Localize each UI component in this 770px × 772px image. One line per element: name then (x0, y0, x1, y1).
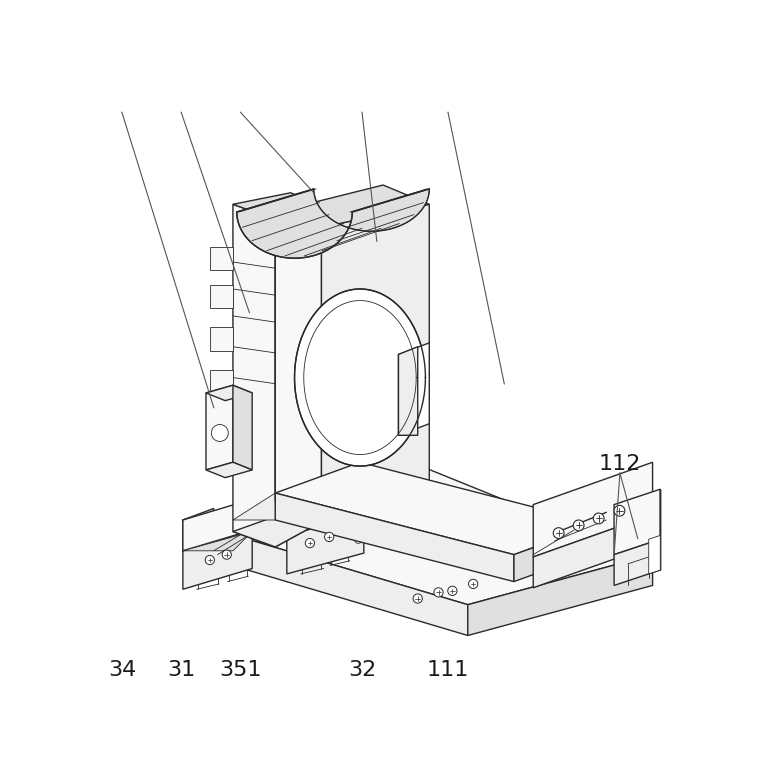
Polygon shape (209, 370, 233, 393)
Polygon shape (276, 205, 317, 547)
Polygon shape (260, 443, 507, 528)
Polygon shape (614, 489, 660, 554)
Polygon shape (183, 530, 253, 589)
Polygon shape (614, 539, 660, 585)
Text: 112: 112 (599, 454, 641, 474)
Polygon shape (209, 327, 233, 350)
Polygon shape (399, 343, 430, 435)
Polygon shape (648, 536, 660, 574)
Text: 111: 111 (427, 660, 469, 680)
Polygon shape (276, 185, 430, 228)
Polygon shape (276, 493, 514, 581)
Polygon shape (403, 501, 507, 552)
Polygon shape (468, 554, 652, 635)
Text: 31: 31 (167, 660, 196, 680)
Polygon shape (237, 189, 430, 258)
Circle shape (614, 506, 624, 516)
Circle shape (211, 425, 228, 442)
Ellipse shape (332, 508, 342, 521)
Circle shape (205, 555, 214, 564)
Polygon shape (233, 205, 276, 547)
Polygon shape (206, 385, 253, 401)
Circle shape (573, 520, 584, 531)
Ellipse shape (355, 530, 365, 543)
Polygon shape (276, 212, 322, 520)
Polygon shape (286, 499, 364, 536)
Circle shape (325, 533, 334, 541)
Polygon shape (183, 470, 652, 604)
Circle shape (553, 528, 564, 539)
Polygon shape (533, 462, 652, 557)
Polygon shape (276, 462, 599, 554)
Text: 32: 32 (348, 660, 376, 680)
Polygon shape (286, 515, 364, 574)
Polygon shape (206, 385, 233, 470)
Text: 351: 351 (219, 660, 262, 680)
Circle shape (448, 586, 457, 595)
Polygon shape (233, 385, 253, 470)
Polygon shape (183, 520, 468, 635)
Polygon shape (183, 509, 214, 550)
Polygon shape (514, 524, 599, 581)
Polygon shape (206, 462, 253, 478)
Polygon shape (533, 515, 652, 587)
Ellipse shape (343, 519, 353, 532)
Circle shape (468, 579, 477, 588)
Circle shape (305, 539, 315, 547)
Polygon shape (183, 532, 253, 550)
Polygon shape (183, 499, 253, 550)
Circle shape (434, 587, 444, 597)
Polygon shape (233, 193, 317, 220)
Polygon shape (183, 530, 253, 550)
Polygon shape (399, 347, 417, 435)
Polygon shape (233, 493, 276, 520)
Circle shape (413, 594, 422, 603)
Polygon shape (209, 246, 233, 269)
Circle shape (222, 550, 231, 559)
Polygon shape (233, 513, 317, 547)
Text: 34: 34 (108, 660, 136, 680)
Polygon shape (260, 470, 403, 552)
Circle shape (593, 513, 604, 524)
Polygon shape (209, 285, 233, 308)
Polygon shape (322, 205, 430, 520)
Polygon shape (295, 289, 425, 466)
